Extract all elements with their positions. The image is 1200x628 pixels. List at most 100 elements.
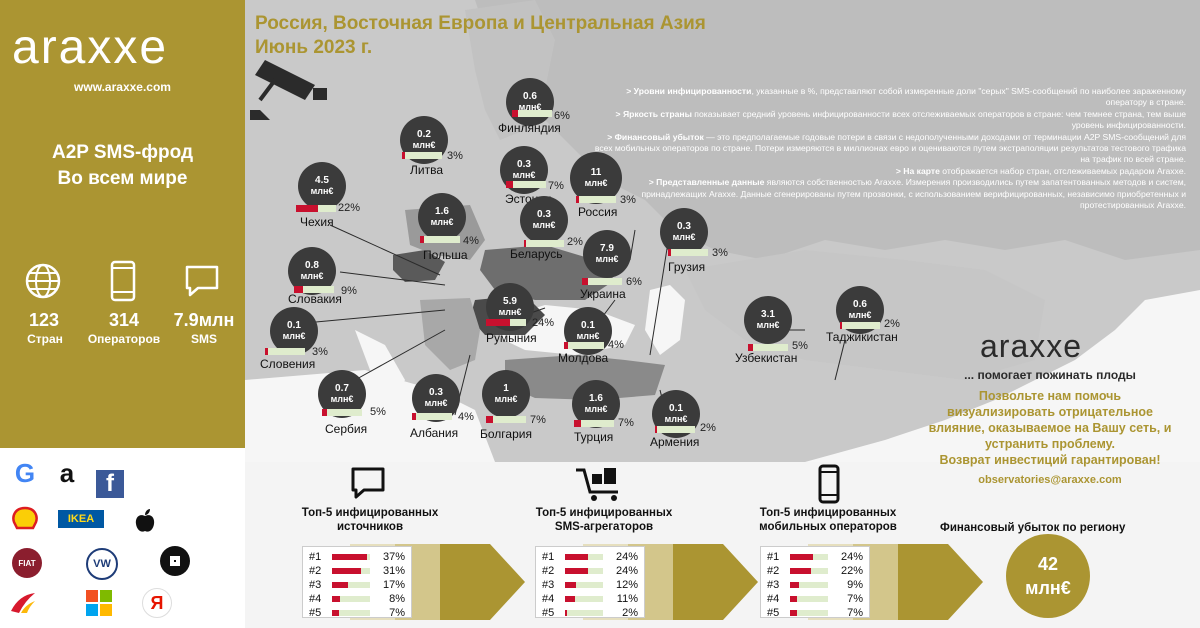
country-name: Украина (580, 287, 626, 301)
rank-bar (565, 554, 603, 560)
infection-pct: 3% (447, 150, 463, 162)
country-name: Словения (260, 357, 316, 371)
rank-label: #4 (309, 593, 322, 605)
sidebar-title: A2P SMS-фрод Во всем мире (0, 140, 245, 192)
phone-icon (110, 260, 136, 302)
top5-row: #4 7% (767, 592, 863, 606)
chat-bubble-icon (351, 467, 385, 499)
country-name: Таджикистан (826, 330, 898, 344)
promo-block: ... помогает пожинать плоды Позвольте на… (900, 368, 1200, 486)
message-icon (185, 265, 219, 297)
infection-bar (524, 240, 564, 247)
infection-bar (582, 278, 622, 285)
globe-icon (25, 263, 61, 299)
rank-pct: 7% (389, 607, 405, 619)
iberia-logo (8, 588, 38, 618)
infection-bar (576, 196, 616, 203)
infection-pct: 4% (608, 339, 624, 351)
regional-loss-unit: млн€ (1025, 578, 1071, 598)
loss-bubble: 0.6 млн€ (506, 78, 554, 126)
headline-line1: Россия, Восточная Европа и Центральная А… (255, 13, 706, 34)
note-item: > Представленные данные являются собстве… (641, 177, 1186, 211)
rank-pct: 9% (847, 579, 863, 591)
page-headline: Россия, Восточная Европа и Центральная А… (255, 12, 706, 60)
ikea-logo: IKEA (58, 510, 104, 528)
apple-logo (130, 506, 160, 536)
country-name: Албания (410, 426, 459, 440)
country-name: Россия (578, 205, 618, 219)
infection-bar (668, 249, 708, 256)
loss-bubble: 4.5 млн€ (298, 162, 346, 210)
infection-pct: 4% (463, 235, 479, 247)
rank-label: #1 (767, 551, 780, 563)
infection-bar (655, 426, 695, 433)
country-name: Польша (423, 248, 468, 262)
top5-row: #2 24% (542, 564, 638, 578)
promo-tagline: ... помогает пожинать плоды (964, 368, 1136, 382)
infection-bar (748, 344, 788, 351)
promo-email-link[interactable]: observatories@araxxe.com (978, 474, 1122, 486)
loss-bubble: 3.1 млн€ (744, 296, 792, 344)
volkswagen-logo: VW (86, 548, 118, 580)
rank-bar (565, 610, 603, 616)
headline-line2: Июнь 2023 г. (255, 37, 373, 58)
brand-logos: G a f IKEA FIAT VW Я (0, 448, 245, 628)
top5-row: #1 24% (767, 550, 863, 564)
top5-row: #5 7% (309, 606, 405, 620)
country-name: Финляндия (498, 121, 561, 135)
top5-row: #2 31% (309, 564, 405, 578)
rank-pct: 7% (847, 607, 863, 619)
infection-pct: 5% (370, 406, 386, 418)
rank-pct: 2% (622, 607, 638, 619)
website-link[interactable]: www.araxxe.com (74, 80, 171, 94)
country-name: Турция (574, 430, 614, 444)
rank-label: #1 (309, 551, 322, 563)
top5-aggregators-list: #1 24% #2 24% #3 12% #4 11% #5 2% (535, 546, 645, 619)
top5-row: #5 7% (767, 606, 863, 620)
surveillance-camera-icon (250, 60, 327, 120)
rank-bar (332, 610, 370, 616)
country-name: Литва (410, 163, 443, 177)
methodology-notes: > Уровни инфицированности, указанные в %… (590, 86, 1186, 211)
infection-pct: 2% (700, 422, 716, 434)
infection-bar (574, 420, 614, 427)
sidebar-title-line1: A2P SMS-фрод (51, 142, 194, 163)
infection-pct: 6% (626, 276, 642, 288)
top5-row: #2 22% (767, 564, 863, 578)
loss-bubble: 1.6 млн€ (418, 193, 466, 241)
infection-pct: 2% (567, 236, 583, 248)
stat-sms-label: SMS (190, 332, 217, 346)
rank-bar (332, 596, 370, 602)
araxxe-logo: araxxe (12, 21, 169, 74)
microsoft-logo (84, 588, 114, 618)
top5-row: #4 8% (309, 592, 405, 606)
rank-label: #1 (542, 551, 555, 563)
infection-pct: 7% (530, 414, 546, 426)
promo-text: Позвольте нам помочь визуализировать отр… (928, 389, 1172, 467)
rank-pct: 7% (847, 593, 863, 605)
infection-bar (512, 110, 552, 117)
rank-label: #5 (767, 607, 780, 619)
infection-pct: 7% (548, 180, 564, 192)
rank-bar (565, 568, 603, 574)
rank-pct: 8% (389, 593, 405, 605)
country-name: Румыния (486, 331, 537, 345)
infection-bar (506, 181, 546, 188)
country-name: Словакия (288, 292, 342, 306)
loss-bubble: 0.3 млн€ (520, 196, 568, 244)
infection-pct: 7% (618, 417, 634, 429)
stat-operators-label: Операторов (87, 332, 161, 346)
country-name: Чехия (300, 215, 334, 229)
infection-pct: 3% (312, 346, 328, 358)
top5-row: #4 11% (542, 592, 638, 606)
rank-pct: 24% (615, 565, 638, 577)
country-name: Армения (650, 435, 700, 449)
rank-bar (790, 568, 828, 574)
rank-pct: 12% (615, 579, 638, 591)
infection-pct: 2% (884, 318, 900, 330)
note-item: > Уровни инфицированности, указанные в %… (626, 86, 1186, 108)
regional-loss-value: 42 (1037, 554, 1059, 574)
country-name: Узбекистан (735, 351, 798, 365)
top5-row: #1 24% (542, 550, 638, 564)
infection-pct: 6% (554, 110, 570, 122)
